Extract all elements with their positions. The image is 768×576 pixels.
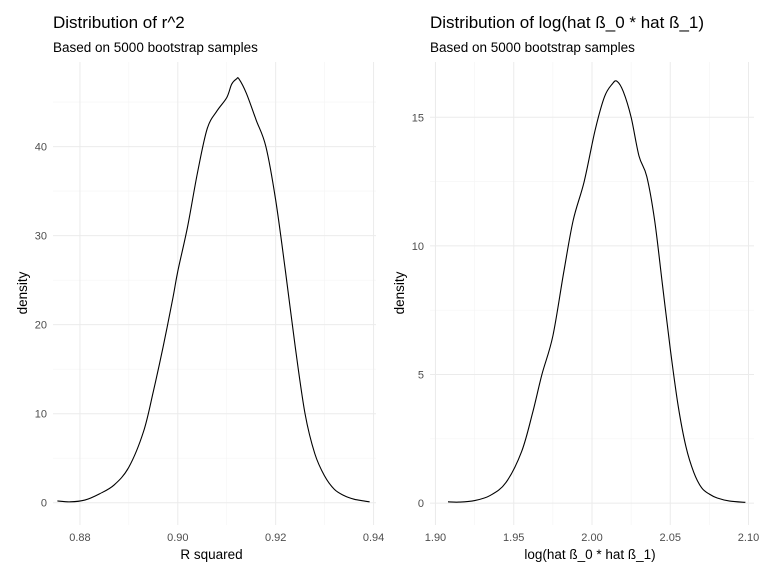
density-curve [57, 77, 370, 503]
density-curve [447, 80, 746, 503]
y-tick-labels: 0 10 20 30 40 [35, 142, 47, 510]
y-tick-label: 0 [418, 498, 424, 510]
chart-title: Distribution of r^2 [53, 13, 185, 32]
x-tick-label: 0.92 [265, 532, 286, 544]
y-tick-label: 10 [35, 409, 47, 421]
y-tick-label: 40 [35, 142, 47, 154]
x-axis-label: R squared [180, 547, 242, 562]
x-tick-label: 2.10 [738, 532, 759, 544]
x-tick-label: 1.95 [503, 532, 524, 544]
x-tick-labels: 1.90 1.95 2.00 2.05 2.10 [425, 532, 759, 544]
y-tick-label: 5 [418, 370, 424, 382]
minor-grid [53, 62, 376, 525]
x-tick-label: 1.90 [425, 532, 446, 544]
x-tick-label: 2.05 [660, 532, 681, 544]
x-tick-labels: 0.88 0.90 0.92 0.94 [69, 532, 384, 544]
chart-subtitle: Based on 5000 bootstrap samples [430, 40, 635, 55]
y-tick-label: 20 [35, 320, 47, 332]
x-tick-label: 0.90 [167, 532, 188, 544]
panel-log-beta-product: Distribution of log(hat ß_0 * hat ß_1) B… [392, 13, 759, 562]
y-tick-label: 0 [41, 498, 47, 510]
y-axis-label: density [392, 271, 407, 314]
major-grid [53, 62, 376, 525]
y-tick-labels: 0 5 10 15 [412, 112, 424, 510]
chart-title: Distribution of log(hat ß_0 * hat ß_1) [430, 13, 704, 32]
x-tick-label: 0.94 [363, 532, 384, 544]
panel-r-squared: Distribution of r^2 Based on 5000 bootst… [15, 13, 384, 562]
y-tick-label: 10 [412, 241, 424, 253]
chart-subtitle: Based on 5000 bootstrap samples [53, 40, 258, 55]
y-tick-label: 15 [412, 112, 424, 124]
x-tick-label: 2.00 [581, 532, 602, 544]
y-tick-label: 30 [35, 231, 47, 243]
x-tick-label: 0.88 [69, 532, 90, 544]
y-axis-label: density [15, 271, 30, 314]
x-axis-label: log(hat ß_0 * hat ß_1) [524, 547, 655, 562]
major-grid [430, 62, 754, 525]
